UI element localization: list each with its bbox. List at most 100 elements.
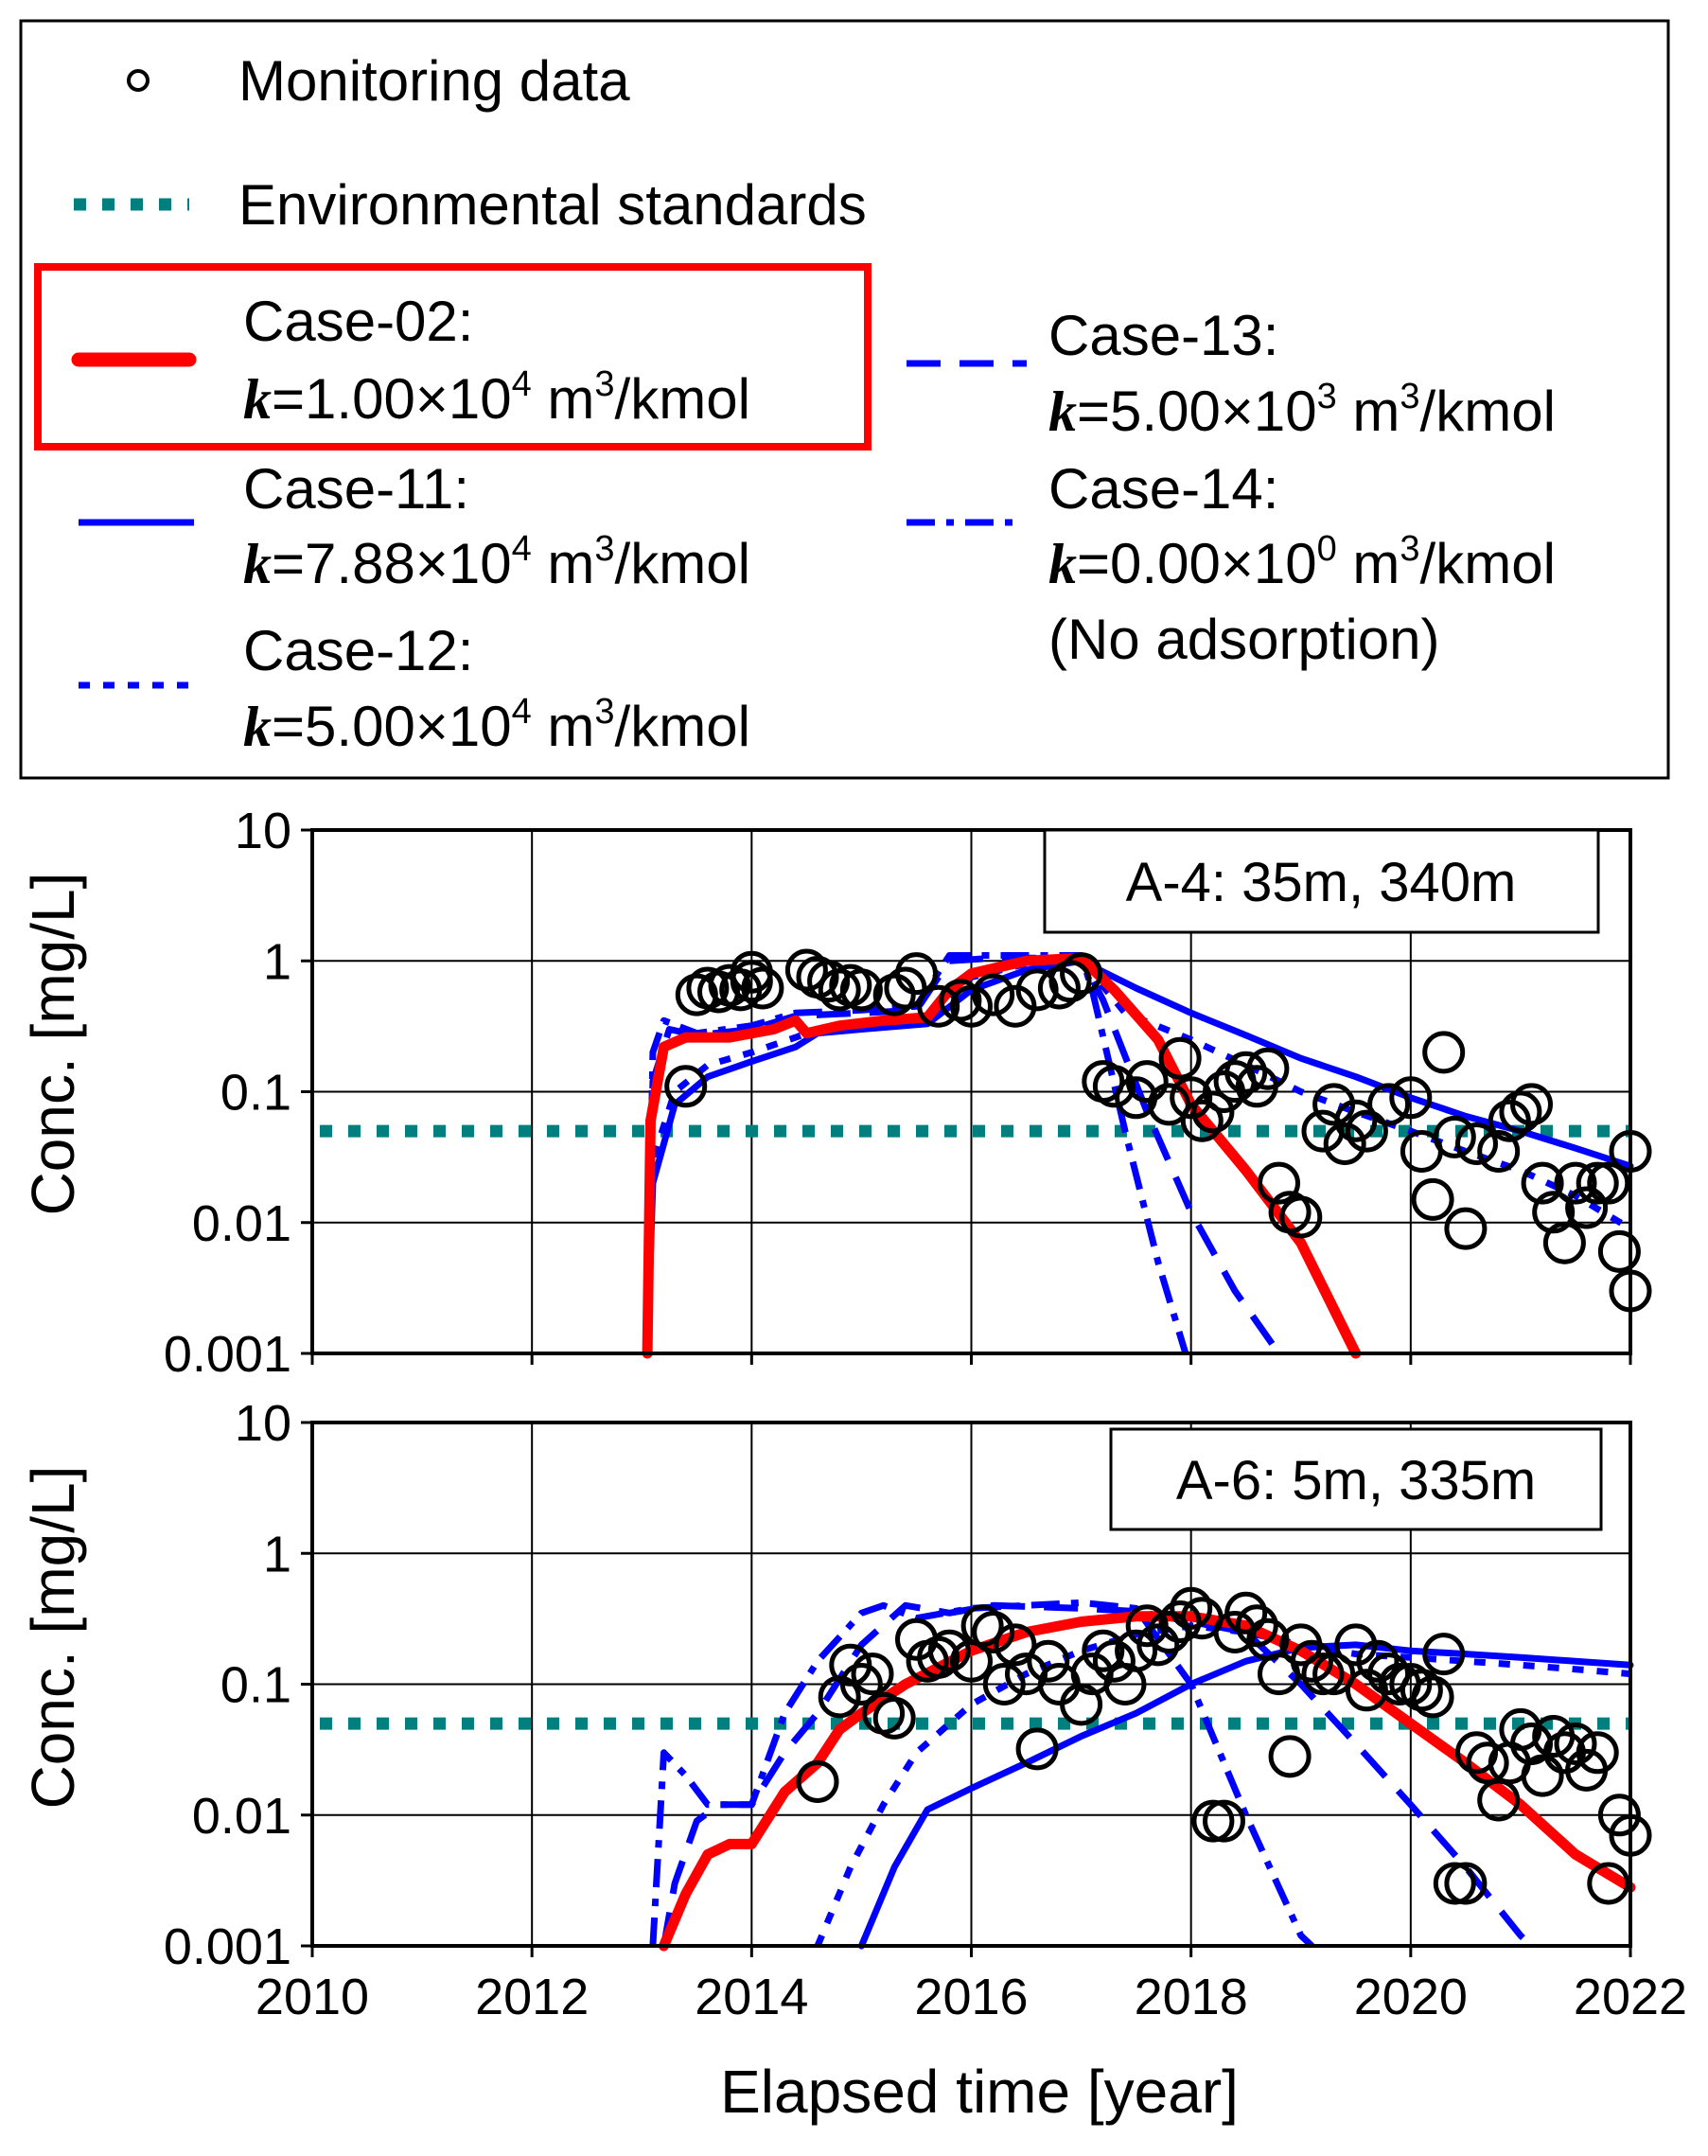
monitoring-point (1082, 1629, 1125, 1672)
monitoring-point (1015, 968, 1059, 1012)
monitoring-point (1037, 966, 1081, 1010)
monitoring-point (895, 952, 938, 996)
monitoring-point (982, 1663, 1026, 1705)
k-eq: = (1077, 380, 1110, 443)
k-mantissa: 5.00 (305, 695, 415, 758)
k-mantissa: 5.00 (1110, 380, 1221, 443)
monitoring-point (1510, 1083, 1553, 1126)
monitoring-point (1136, 1623, 1180, 1667)
y-tick-label: 0.001 (164, 1918, 291, 1975)
monitoring-point (796, 1760, 839, 1803)
monitoring-point (1597, 1794, 1641, 1837)
monitoring-point (1191, 1090, 1235, 1134)
monitoring-point (872, 1696, 916, 1740)
y-axis-label: Conc. [mg/L] (19, 873, 87, 1216)
monitoring-point (1400, 1669, 1443, 1712)
monitoring-point (1422, 1633, 1466, 1676)
k-exponent: 0 (1317, 529, 1337, 569)
series-line-case-13 (660, 1601, 1534, 1949)
legend-case02-name: Case-02: (243, 290, 473, 353)
monitoring-point (1411, 1177, 1454, 1221)
legend-case13-name: Case-13: (1048, 304, 1278, 367)
monitoring-point (1268, 1735, 1312, 1778)
legend-case14-k: k=0.00×100 m3/kmol (1048, 529, 1556, 595)
legend-monitoring-marker (127, 69, 150, 92)
k-symbol: k (243, 696, 272, 758)
monitoring-point (1345, 1669, 1388, 1712)
legend-case12-k: k=5.00×104 m3/kmol (243, 692, 750, 758)
monitoring-point (1027, 1639, 1070, 1683)
monitoring-point (1554, 1723, 1597, 1765)
monitoring-point (917, 984, 960, 1028)
monitoring-point (839, 968, 883, 1012)
monitoring-point (1290, 1639, 1333, 1683)
monitoring-point (1356, 1639, 1400, 1683)
unit-exponent: 3 (594, 364, 614, 404)
monitoring-markers (796, 1586, 1652, 1905)
monitoring-point (1499, 1707, 1542, 1751)
monitoring-point (1554, 1161, 1597, 1205)
monitoring-point (1521, 1754, 1564, 1797)
legend: Monitoring data Environmental standards … (19, 19, 1670, 780)
unit-suffix: /kmol (1420, 380, 1556, 443)
monitoring-point (1147, 1083, 1190, 1126)
k-symbol: k (243, 533, 272, 595)
monitoring-point (1597, 1229, 1641, 1273)
case02-highlight-box (34, 263, 872, 451)
monitoring-point (1587, 1862, 1630, 1905)
axis-ticks: 0.001 0.01 0.1 1 10 (164, 803, 1632, 1383)
monitoring-point (1170, 1586, 1213, 1630)
monitoring-point (994, 1623, 1037, 1667)
monitoring-point (1180, 1099, 1224, 1142)
monitoring-point (807, 960, 851, 1003)
monitoring-point (1367, 1083, 1411, 1126)
monitoring-point (1092, 1639, 1136, 1683)
k-symbol: k (1048, 533, 1077, 595)
k-times10: ×10 (415, 695, 512, 758)
monitoring-point (784, 948, 828, 992)
y-tick-label: 0.1 (220, 1065, 291, 1122)
legend-case14-name: Case-14: (1048, 457, 1278, 521)
monitoring-point (1367, 1652, 1411, 1696)
monitoring-point (1477, 1778, 1521, 1822)
monitoring-markers (664, 948, 1652, 1313)
monitoring-point (917, 1635, 960, 1679)
x-tick-label: 2010 (255, 1969, 369, 2025)
monitoring-point (1092, 1065, 1136, 1108)
monitoring-point (1158, 1036, 1202, 1080)
k-exponent: 3 (1317, 377, 1337, 416)
monitoring-point (972, 1611, 1015, 1653)
k-exponent: 4 (512, 692, 532, 732)
monitoring-point (1422, 1031, 1466, 1074)
monitoring-point (851, 1652, 894, 1696)
y-tick-label: 1 (263, 933, 291, 990)
legend-environmental-label: Environmental standards (238, 173, 867, 237)
monitoring-point (1466, 1741, 1509, 1785)
monitoring-point (1433, 1862, 1476, 1905)
k-mantissa: 1.00 (305, 367, 415, 431)
k-eq: = (272, 695, 305, 758)
monitoring-point (1048, 960, 1092, 1003)
monitoring-point (1444, 1207, 1488, 1250)
monitoring-point (1411, 1675, 1454, 1719)
unit-suffix: /kmol (615, 367, 750, 431)
monitoring-point (1312, 1652, 1356, 1696)
x-tick-label: 2012 (475, 1969, 589, 2025)
y-tick-label: 0.001 (164, 1326, 291, 1383)
legend-case11-name: Case-11: (243, 457, 469, 521)
series-line-case-11 (857, 1641, 1634, 1950)
monitoring-point (972, 973, 1015, 1016)
monitoring-point (1542, 1221, 1586, 1264)
legend-case13-k: k=5.00×103 m3/kmol (1048, 377, 1556, 443)
location-label-box (1043, 828, 1600, 934)
monitoring-point (950, 984, 993, 1028)
legend-case14-note: (No adsorption) (1048, 608, 1440, 671)
monitoring-point (1389, 1076, 1433, 1120)
monitoring-point (1158, 1600, 1202, 1643)
y-tick-label: 0.01 (192, 1788, 291, 1845)
y-tick-label: 10 (235, 1395, 291, 1452)
chart-series (642, 952, 1634, 1359)
legend-monitoring-label: Monitoring data (238, 49, 630, 113)
monitoring-point (1060, 1683, 1103, 1726)
